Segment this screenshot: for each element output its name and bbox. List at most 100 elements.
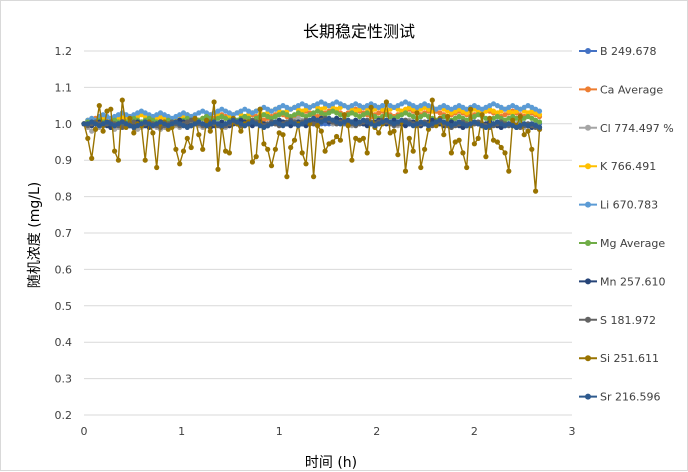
- data-point: [295, 110, 301, 116]
- x-tick-label: 1: [276, 425, 283, 438]
- data-point: [406, 104, 412, 110]
- x-tick-label: 2: [471, 425, 478, 438]
- data-point: [402, 168, 409, 174]
- legend-label: Li 670.783: [600, 199, 658, 212]
- data-point: [490, 121, 497, 127]
- legend-swatch-marker: [585, 278, 591, 285]
- data-point: [536, 119, 543, 125]
- data-point: [268, 163, 275, 169]
- data-point: [349, 157, 355, 163]
- data-point: [238, 108, 244, 114]
- legend-item: Li 670.783: [579, 199, 658, 212]
- data-point: [211, 119, 217, 125]
- data-point: [383, 99, 389, 105]
- data-point: [226, 110, 232, 116]
- legend-label: K 766.491: [600, 160, 656, 173]
- data-point: [318, 128, 324, 134]
- data-point: [142, 119, 148, 125]
- data-point: [406, 112, 412, 118]
- legend-item: K 766.491: [579, 160, 656, 173]
- data-point: [506, 104, 512, 110]
- data-point: [494, 139, 500, 145]
- data-point: [533, 106, 539, 112]
- data-point: [226, 119, 232, 125]
- data-point: [475, 135, 481, 141]
- data-point: [448, 110, 454, 116]
- data-point: [89, 155, 95, 161]
- legend-item: Cl 774.497 %: [579, 122, 674, 135]
- data-point: [536, 112, 543, 118]
- data-point: [284, 174, 290, 180]
- data-point: [288, 144, 294, 151]
- data-point: [445, 113, 451, 120]
- data-point: [115, 121, 121, 127]
- y-tick-label: 0.6: [55, 263, 73, 276]
- data-point: [406, 121, 412, 127]
- data-point: [536, 124, 543, 130]
- data-point: [364, 123, 370, 129]
- data-point: [272, 146, 278, 152]
- y-tick-label: 1.1: [55, 81, 73, 94]
- data-point: [433, 119, 439, 125]
- data-point: [533, 117, 539, 123]
- data-point: [180, 148, 187, 154]
- data-point: [257, 106, 263, 112]
- data-point: [154, 164, 160, 171]
- data-point: [490, 101, 497, 107]
- data-point: [184, 135, 190, 141]
- data-point: [475, 104, 481, 110]
- data-point: [261, 141, 267, 147]
- y-tick-label: 0.7: [55, 227, 73, 240]
- data-point: [391, 128, 397, 134]
- y-tick-label: 1.0: [55, 118, 73, 131]
- data-point: [341, 112, 347, 118]
- data-point: [184, 115, 190, 121]
- data-point: [311, 115, 317, 121]
- data-point: [395, 152, 401, 158]
- data-point: [364, 103, 370, 109]
- data-point: [364, 110, 370, 116]
- data-point: [311, 103, 317, 109]
- data-point: [379, 103, 386, 109]
- data-point: [533, 188, 539, 194]
- data-point: [379, 119, 386, 125]
- data-point: [268, 108, 275, 114]
- data-point: [502, 150, 508, 156]
- data-point: [364, 119, 370, 125]
- data-point: [456, 137, 462, 143]
- data-point: [376, 130, 382, 136]
- data-point: [433, 106, 439, 112]
- data-point: [448, 123, 454, 129]
- data-point: [203, 117, 210, 123]
- y-tick-label: 0.3: [55, 373, 73, 386]
- data-point: [337, 121, 343, 127]
- data-point: [422, 101, 428, 107]
- data-point: [448, 106, 454, 112]
- data-point: [169, 121, 175, 127]
- data-point: [441, 132, 447, 138]
- data-point: [196, 132, 202, 138]
- data-point: [280, 132, 286, 138]
- legend-item: Mg Average: [579, 237, 665, 250]
- data-point: [112, 148, 118, 154]
- data-point: [471, 141, 477, 147]
- data-point: [299, 150, 305, 156]
- data-point: [200, 146, 206, 152]
- data-point: [238, 121, 244, 127]
- legend-item: Sr 216.596: [579, 391, 661, 404]
- data-point: [406, 135, 412, 141]
- data-point: [487, 115, 493, 121]
- data-point: [337, 104, 343, 110]
- data-point: [490, 115, 497, 121]
- data-point: [311, 121, 317, 127]
- data-point: [533, 123, 539, 129]
- data-point: [127, 115, 133, 121]
- data-point: [422, 112, 428, 118]
- data-point: [414, 110, 420, 116]
- data-point: [157, 110, 164, 116]
- data-point: [517, 123, 523, 129]
- data-point: [360, 135, 366, 141]
- data-point: [196, 119, 202, 125]
- data-point: [85, 135, 91, 141]
- y-tick-label: 0.9: [55, 154, 73, 167]
